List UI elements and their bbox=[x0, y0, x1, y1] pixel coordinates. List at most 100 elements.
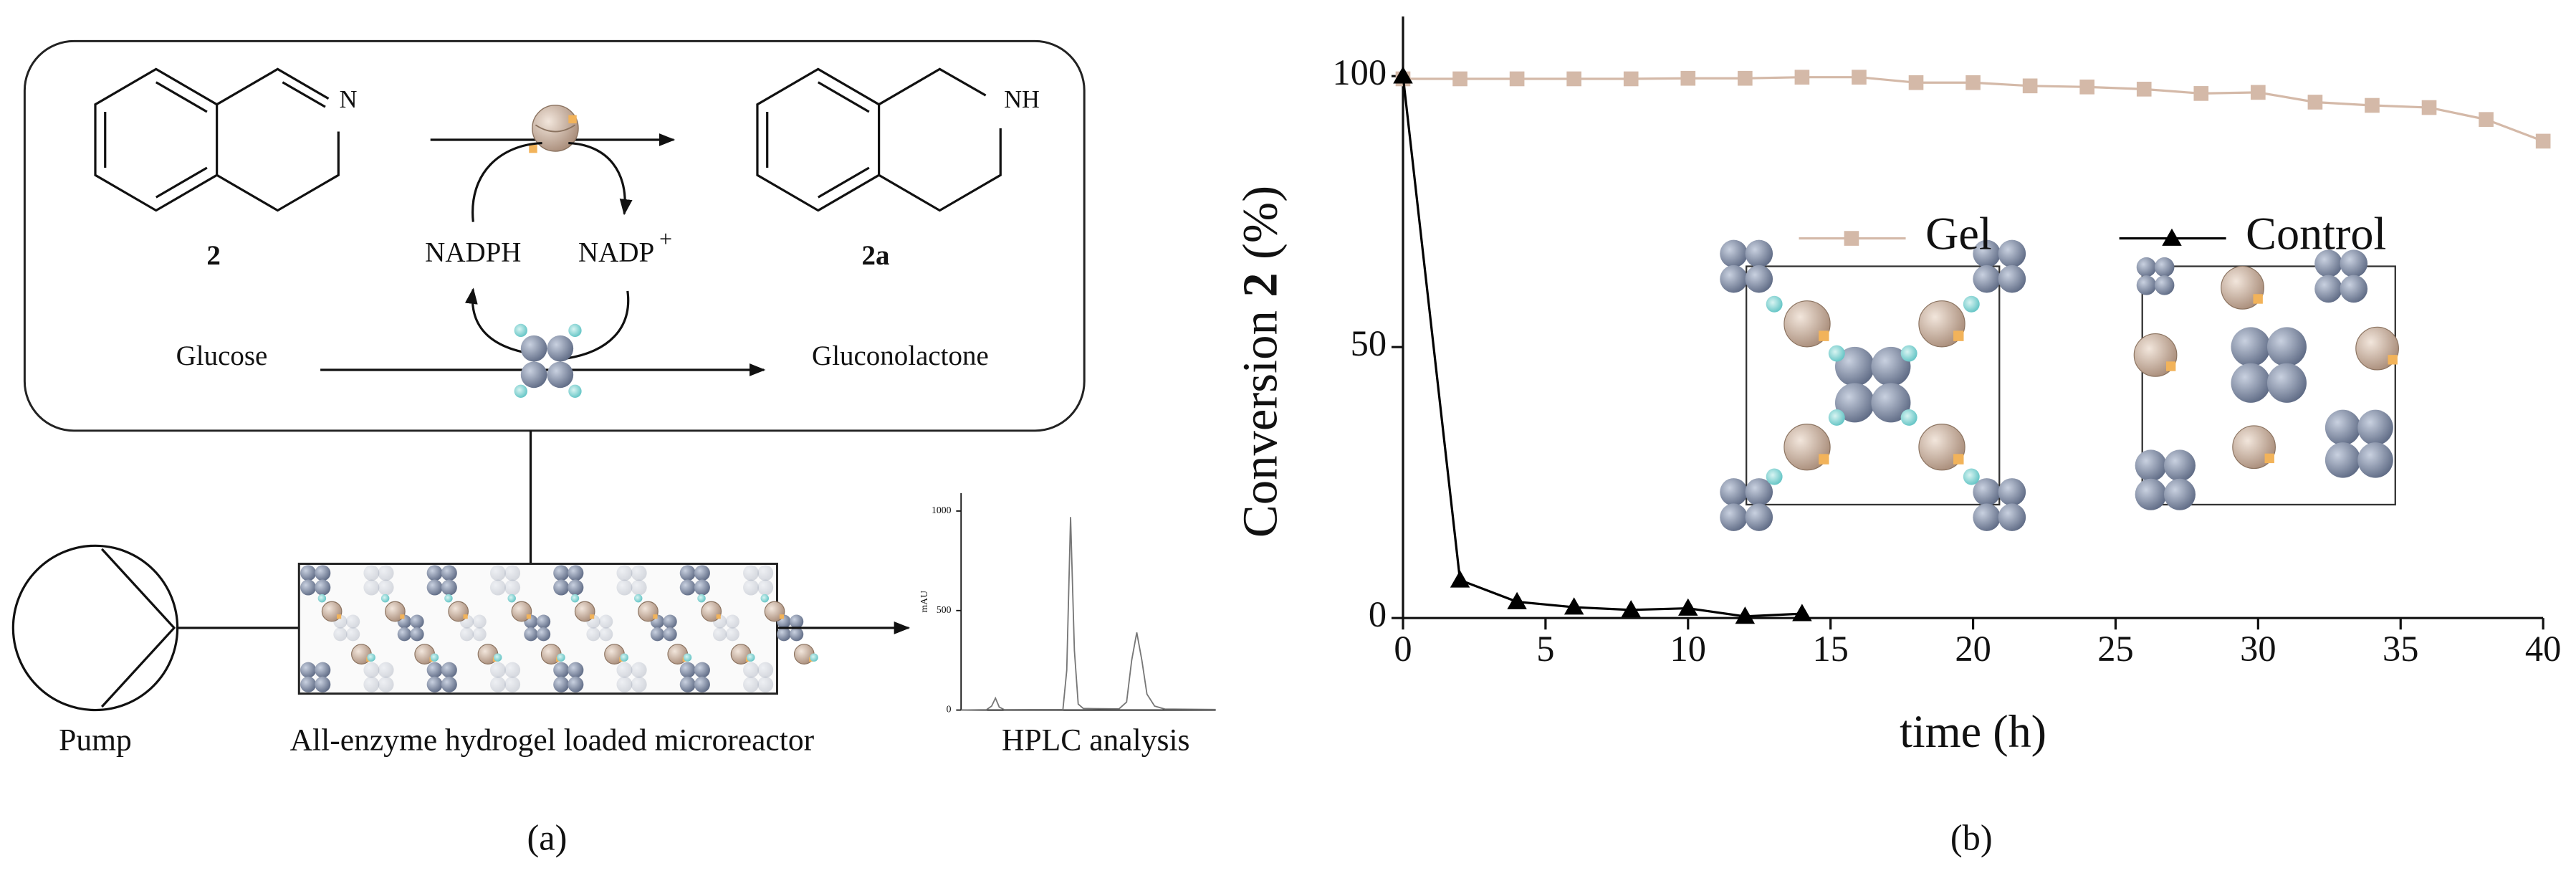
panel-a: N 2 NH 2a NADPH NADP + Glucose Gluconolac… bbox=[11, 39, 1190, 858]
enzyme-subunit bbox=[333, 627, 348, 642]
marker bbox=[2136, 82, 2152, 97]
enzyme-subunit bbox=[568, 676, 584, 692]
cofactor-arrow bbox=[568, 141, 633, 216]
enzyme-subunit bbox=[679, 565, 696, 581]
marker bbox=[2307, 95, 2323, 110]
enzyme-subunit bbox=[363, 565, 380, 581]
x-tick-label: 0 bbox=[1394, 629, 1412, 669]
enzyme-subunit bbox=[472, 627, 487, 642]
marker bbox=[2535, 133, 2551, 149]
cofactor-site bbox=[526, 614, 532, 619]
binding-site bbox=[380, 594, 390, 603]
binding-site bbox=[570, 594, 580, 603]
y-axis-label: Conversion 2 (%) bbox=[1232, 186, 1287, 538]
cofactor-arrow bbox=[566, 290, 630, 360]
marker bbox=[2079, 79, 2095, 95]
enzyme-subunit bbox=[757, 565, 774, 581]
caption: (b) bbox=[1950, 818, 1993, 858]
marker bbox=[2193, 86, 2209, 101]
enzyme-subunit bbox=[441, 579, 457, 596]
binding-site bbox=[493, 653, 502, 662]
enzyme-subunit bbox=[378, 579, 394, 596]
enzyme-subunit bbox=[300, 662, 317, 678]
y-tick-label: 500 bbox=[937, 604, 952, 615]
enzyme-subunit bbox=[1834, 346, 1875, 386]
marker bbox=[1852, 70, 1867, 85]
marker bbox=[2421, 100, 2437, 115]
enzyme-subunit bbox=[2231, 363, 2271, 403]
cofactor-site bbox=[2388, 355, 2398, 365]
enzyme-subunit bbox=[1973, 265, 2001, 293]
y-axis-label-unit: (%) bbox=[1232, 186, 1287, 259]
cofactor-site bbox=[463, 614, 468, 619]
microreactor bbox=[297, 563, 818, 695]
enzyme-subunit bbox=[2266, 363, 2307, 403]
enzyme-subunit bbox=[743, 579, 760, 596]
enzyme-subunit bbox=[631, 565, 647, 581]
marker bbox=[1680, 70, 1696, 86]
marker bbox=[2022, 78, 2038, 94]
enzyme-subunit bbox=[300, 676, 317, 692]
enzyme-subunit bbox=[743, 662, 760, 678]
marker bbox=[1623, 71, 1639, 87]
cofactor-site bbox=[1953, 330, 1964, 341]
enzyme-gdh bbox=[514, 323, 582, 398]
enzyme-subunit bbox=[378, 676, 394, 692]
y-axis-label-compound: 2 bbox=[1232, 272, 1287, 297]
cofactor-site bbox=[716, 614, 721, 619]
enzyme-subunit bbox=[2154, 275, 2175, 295]
binding-site bbox=[1828, 409, 1845, 426]
enzyme-subunit bbox=[743, 676, 760, 692]
enzyme-subunit bbox=[426, 565, 443, 581]
binding-site bbox=[444, 594, 453, 603]
enzyme-subunit bbox=[1973, 478, 2001, 506]
enzyme-subunit bbox=[2135, 478, 2167, 510]
enzyme-subunit bbox=[1973, 239, 2001, 268]
cofactor-arrow bbox=[471, 141, 542, 222]
enzyme-subunit bbox=[790, 614, 804, 629]
caption: (a) bbox=[527, 818, 567, 858]
enzyme-subunit bbox=[378, 662, 394, 678]
enzyme-subunit bbox=[2135, 449, 2167, 482]
enzyme-subunit bbox=[1973, 503, 2001, 531]
binding-site bbox=[1963, 295, 1980, 313]
reaction-box bbox=[23, 39, 1086, 432]
enzyme-subunit bbox=[504, 579, 521, 596]
enzyme-subunit bbox=[2324, 442, 2361, 478]
enzyme-subunit bbox=[679, 662, 696, 678]
enzyme-subunit bbox=[553, 662, 570, 678]
binding-site bbox=[697, 594, 706, 603]
enzyme-subunit bbox=[1720, 503, 1748, 531]
enzyme-subunit bbox=[743, 565, 760, 581]
enzyme-subunit bbox=[631, 676, 647, 692]
label: HPLC analysis bbox=[1002, 723, 1190, 757]
product-label: Gluconolactone bbox=[812, 340, 989, 371]
enzyme-subunit bbox=[426, 662, 443, 678]
enzyme-subunit bbox=[568, 565, 584, 581]
marker bbox=[1794, 70, 1810, 85]
pump-icon bbox=[11, 544, 179, 712]
enzyme-subunit bbox=[2314, 249, 2342, 277]
enzyme-subunit bbox=[694, 676, 710, 692]
enzyme-subunit bbox=[1998, 265, 2026, 293]
enzyme-subunit bbox=[2136, 275, 2157, 295]
marker bbox=[1452, 71, 1467, 87]
x-tick-label: 5 bbox=[1536, 629, 1554, 669]
y-tick-label: 0 bbox=[947, 704, 952, 715]
marker bbox=[1507, 591, 1527, 609]
cofactor-site bbox=[1819, 330, 1829, 341]
enzyme-subunit bbox=[410, 614, 424, 629]
enzyme-subunit bbox=[679, 676, 696, 692]
y-tick-label: 50 bbox=[1351, 323, 1387, 363]
enzyme-subunit bbox=[504, 565, 521, 581]
enzyme-subunit bbox=[616, 662, 633, 678]
enzyme-subunit bbox=[504, 676, 521, 692]
enzyme-subunit bbox=[441, 676, 457, 692]
binding-site bbox=[760, 594, 769, 603]
enzyme-subunit bbox=[345, 614, 360, 629]
legend-marker bbox=[2162, 228, 2182, 246]
marker bbox=[1509, 71, 1525, 87]
enzyme-subunit bbox=[489, 579, 506, 596]
enzyme-subunit bbox=[725, 614, 739, 629]
